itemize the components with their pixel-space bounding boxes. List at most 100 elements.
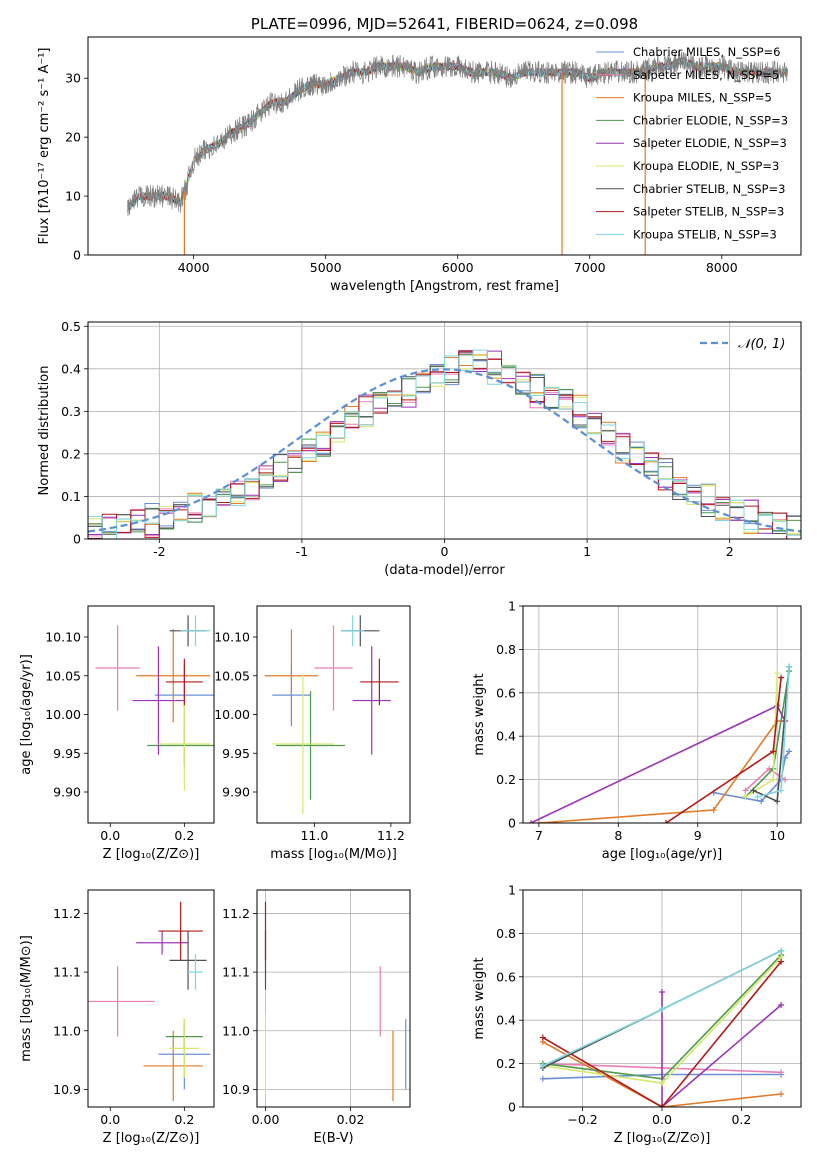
y-tick-label: 11.0 — [222, 1023, 250, 1038]
panel-mass-vs-Z: 0.0 0.2 10.9 11.0 11.1 11.2 Z [log₁₀(Z/Z⊙)] mas… — [19, 889, 215, 1146]
legend-label: 𝒩(0, 1) — [738, 337, 785, 352]
x-tick-label: 4000 — [178, 260, 210, 275]
error-bar-point — [360, 658, 399, 706]
y-axis-label: mass [log₁₀(M/M⊙)] — [19, 935, 34, 1062]
mass-weight-marker — [778, 1090, 785, 1097]
mass-weight-line — [661, 992, 782, 1107]
y-tick-label: 0.8 — [496, 642, 516, 657]
error-bar-point — [95, 625, 140, 711]
y-tick-label: 0.6 — [496, 685, 516, 700]
legend-label: Chabrier ELODIE, N_SSP=3 — [633, 113, 788, 127]
x-tick-label: −0.2 — [567, 1112, 597, 1127]
plot-area — [264, 615, 399, 814]
y-tick-label: 9.95 — [53, 746, 81, 761]
x-axis-label: Z [log₁₀(Z/Z⊙)] — [103, 1131, 200, 1146]
mass-weight-marker — [786, 663, 793, 670]
legend-label: Chabrier MILES, N_SSP=6 — [633, 45, 780, 59]
x-tick-label: 1 — [583, 544, 591, 559]
y-tick-label: 0.4 — [496, 729, 516, 744]
error-bar-point — [136, 931, 189, 955]
plot-area — [527, 663, 793, 823]
mass-weight-marker — [659, 988, 665, 995]
x-tick-label: 0.02 — [337, 1112, 365, 1127]
mass-weight-marker — [659, 1104, 665, 1107]
x-axis-label: (data-model)/error — [384, 563, 505, 578]
y-tick-label: 30 — [65, 71, 81, 86]
error-bar-point — [314, 625, 353, 711]
mass-weight-marker — [662, 820, 669, 823]
x-tick-label: 10 — [769, 828, 785, 843]
axes-frame — [522, 605, 802, 824]
error-bar-point — [264, 629, 319, 723]
x-tick-label: 0.0 — [652, 1112, 672, 1127]
y-tick-label: 11.1 — [222, 965, 250, 980]
x-tick-label: 11.0 — [300, 828, 328, 843]
mass-weight-marker — [539, 1034, 546, 1041]
x-tick-label: -2 — [153, 544, 165, 559]
error-bar-point — [188, 954, 203, 990]
y-axis-label: Normed distribution — [37, 366, 52, 496]
panel-residuals: -2 -1 0 1 2 0 0.1 0.2 0.3 0.4 0.5 (data-model)/erro… — [37, 319, 802, 578]
y-tick-label: 0.8 — [496, 926, 516, 941]
plot-area — [88, 901, 211, 1102]
x-tick-label: 8 — [614, 828, 622, 843]
legend: Chabrier MILES, N_SSP=6 Salpeter MILES, N… — [596, 45, 788, 241]
error-bar-point — [158, 901, 203, 961]
y-axis-label: age [log₁₀(age/yr)] — [19, 654, 34, 775]
legend: 𝒩(0, 1) — [700, 337, 785, 352]
mass-weight-marker — [774, 798, 781, 805]
x-tick-label: 7 — [535, 828, 543, 843]
y-tick-label: 0.2 — [496, 772, 516, 787]
y-tick-label: 10.10 — [45, 630, 81, 645]
y-tick-label: 0 — [508, 816, 516, 831]
y-tick-label: 10.05 — [45, 668, 81, 683]
mass-weight-marker — [535, 820, 542, 823]
y-tick-label: 11.2 — [222, 906, 250, 921]
y-tick-label: 0 — [73, 248, 81, 263]
x-axis-label: Z [log₁₀(Z/Z⊙)] — [614, 1131, 711, 1146]
mass-weight-marker — [659, 1006, 665, 1013]
x-axis-label: Z [log₁₀(Z/Z⊙)] — [103, 847, 200, 862]
mass-weight-line — [542, 1041, 782, 1107]
y-tick-label: 0.3 — [61, 404, 81, 419]
mass-weight-marker — [750, 787, 757, 794]
x-tick-label: 5000 — [310, 260, 342, 275]
x-axis-label: age [log₁₀(age/yr)] — [602, 847, 723, 862]
x-tick-label: 0.0 — [100, 1112, 120, 1127]
panel-age-vs-mass: 11.0 11.2 9.90 9.95 10.00 10.05 10.10 mass [log… — [214, 605, 411, 862]
mass-weight-marker — [539, 1062, 546, 1069]
mass-weight-marker — [782, 776, 789, 783]
plot-area — [539, 947, 785, 1107]
error-bar-point — [180, 615, 211, 647]
mass-weight-marker — [710, 806, 717, 813]
mass-weight-marker — [742, 793, 749, 800]
axes-frame — [522, 889, 802, 1108]
x-axis-label: wavelength [Angstrom, rest frame] — [330, 279, 559, 294]
y-tick-label: 0.2 — [61, 446, 81, 461]
error-bar-point — [272, 674, 334, 814]
x-axis-label: E(B-V) — [313, 1131, 353, 1146]
y-tick-label: 0.4 — [61, 361, 81, 376]
axes-frame — [87, 36, 802, 256]
y-tick-label: 0.2 — [496, 1056, 516, 1071]
y-tick-label: 11.2 — [53, 906, 81, 921]
legend-label: Chabrier STELIB, N_SSP=3 — [633, 182, 785, 196]
error-bar-point — [158, 697, 211, 791]
plot-area — [127, 50, 788, 255]
mass-weight-marker — [539, 1075, 546, 1082]
plot-area — [264, 901, 407, 1102]
error-bar-point — [136, 629, 211, 723]
y-tick-label: 10.00 — [214, 707, 250, 722]
mass-weight-marker — [527, 820, 534, 823]
panel-weight-vs-Z: −0.2 0.0 0.2 0 0.2 0.4 0.6 0.8 1 Z [log₁₀(Z/Z⊙)] m… — [472, 883, 802, 1146]
legend-label: Salpeter ELODIE, N_SSP=3 — [633, 136, 787, 150]
mass-weight-line — [542, 961, 782, 1107]
mass-weight-marker — [742, 787, 749, 794]
axes-frame — [87, 321, 802, 540]
x-tick-label: 9 — [694, 828, 702, 843]
axes-frame — [87, 889, 215, 1108]
y-tick-label: 10.05 — [214, 668, 250, 683]
error-bar-point — [352, 646, 391, 755]
mass-weight-marker — [778, 787, 785, 794]
